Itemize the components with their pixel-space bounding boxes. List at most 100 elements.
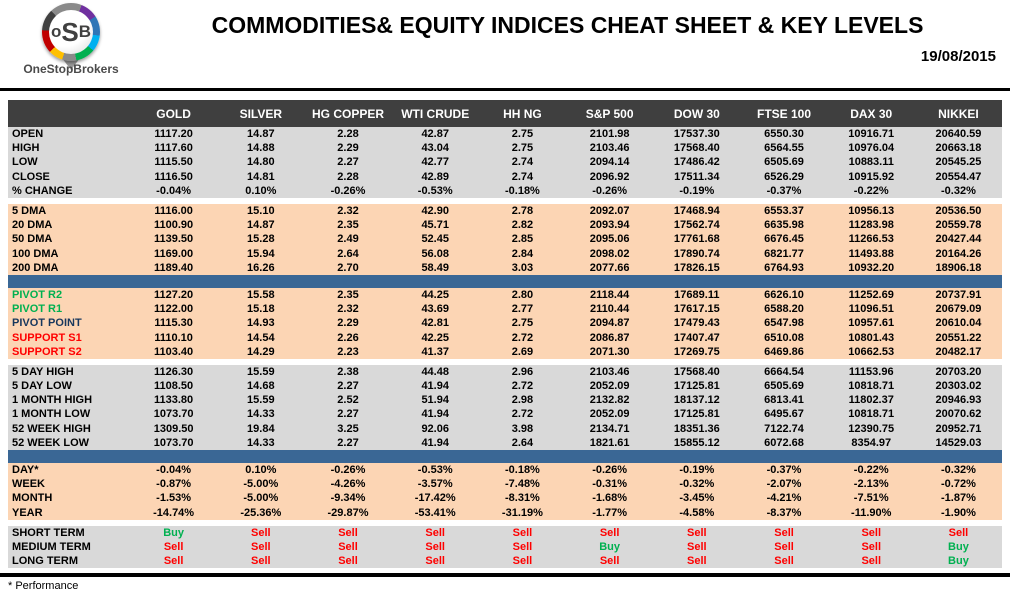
value-cell: 2.69 <box>511 345 534 358</box>
value-cell: 1122.00 <box>154 303 194 316</box>
value-cell: -17.42% <box>414 492 456 505</box>
section-highs-lows: 5 DAY HIGH 1126.30 15.59 2.38 44.48 2.96 2103.… <box>8 364 1002 450</box>
value-cell: 15.59 <box>247 365 275 378</box>
signal-cell: Sell <box>512 526 533 539</box>
value-cell: 17826.15 <box>673 261 720 274</box>
section-separator <box>8 449 1002 463</box>
value-cell: 2.96 <box>511 365 534 378</box>
value-cell: 42.89 <box>421 170 449 183</box>
value-cell: 15.94 <box>247 247 275 260</box>
signal-cell: Sell <box>338 555 358 568</box>
table-row: 52 WEEK HIGH 1309.50 19.84 3.25 92.06 3.98 213… <box>8 422 1002 436</box>
row-label: OPEN <box>12 128 44 141</box>
value-cell: 2.35 <box>337 288 359 301</box>
value-cell: 42.87 <box>421 128 449 141</box>
column-header: GOLD <box>156 106 191 121</box>
value-cell: 11153.96 <box>848 365 894 378</box>
signal-cell: Sell <box>861 526 882 539</box>
signal-cell: Sell <box>861 555 882 568</box>
report-date: 19/08/2015 <box>920 48 996 65</box>
value-cell: 17562.74 <box>673 219 720 232</box>
value-cell: 20554.47 <box>935 170 982 183</box>
value-cell: -25.36% <box>240 506 282 519</box>
value-cell: 17269.75 <box>673 345 720 358</box>
value-cell: -14.74% <box>153 506 195 519</box>
value-cell: 1110.10 <box>154 331 193 344</box>
value-cell: 15.59 <box>247 394 275 407</box>
value-cell: 2.23 <box>337 345 359 358</box>
value-cell: 6764.93 <box>764 261 804 274</box>
value-cell: -29.87% <box>327 506 369 519</box>
value-cell: 1073.70 <box>153 408 194 421</box>
table-row: PIVOT POINT 1115.30 14.93 2.29 42.81 2.75 2094… <box>8 316 1002 330</box>
table-row: DAY* -0.04% 0.10% -0.26% -0.53% -0.18% -0.26% -… <box>8 463 1002 477</box>
table-row: WEEK -0.87% -5.00% -4.26% -3.57% -7.48% -0.31%… <box>8 477 1002 491</box>
value-cell: 20427.44 <box>935 233 982 246</box>
value-cell: 10801.43 <box>848 331 895 344</box>
value-cell: 14.87 <box>247 128 275 141</box>
value-cell: 2.28 <box>337 128 359 141</box>
value-cell: 20559.78 <box>935 219 982 232</box>
value-cell: 18906.18 <box>935 261 982 274</box>
value-cell: 11096.51 <box>848 303 894 316</box>
logo-pin-icon <box>62 58 80 70</box>
column-header: HG COPPER <box>312 106 385 121</box>
value-cell: 2103.46 <box>589 365 630 378</box>
value-cell: -0.32% <box>941 184 976 197</box>
value-cell: 11266.53 <box>848 233 894 246</box>
signal-cell: Sell <box>251 526 271 539</box>
value-cell: 19.84 <box>247 422 275 435</box>
value-cell: 17511.34 <box>674 170 720 183</box>
value-cell: 42.77 <box>421 156 449 169</box>
column-header: WTI CRUDE <box>401 106 470 121</box>
signal-cell: Sell <box>425 540 445 553</box>
value-cell: 1116.50 <box>154 170 193 183</box>
signal-cell: Sell <box>948 526 969 539</box>
value-cell: 11283.98 <box>848 219 894 232</box>
value-cell: 2.78 <box>511 205 534 218</box>
value-cell: 2.74 <box>511 156 534 169</box>
signal-cell: Sell <box>861 540 882 553</box>
value-cell: -0.04% <box>156 464 192 477</box>
signal-cell: Sell <box>687 555 707 568</box>
value-cell: 14.29 <box>247 345 275 358</box>
row-label: 20 DMA <box>12 219 53 232</box>
value-cell: 1116.00 <box>154 205 193 218</box>
signal-cell: Sell <box>687 526 707 539</box>
value-cell: 2086.87 <box>589 331 630 344</box>
value-cell: 2098.02 <box>589 247 630 260</box>
value-cell: 17761.68 <box>673 233 720 246</box>
value-cell: 1309.50 <box>153 422 194 435</box>
table-row: YEAR -14.74% -25.36% -29.87% -53.41% -31.19% -… <box>8 506 1002 520</box>
value-cell: 3.98 <box>511 422 534 435</box>
row-label: 52 WEEK HIGH <box>12 422 91 435</box>
row-label: PIVOT R2 <box>12 288 63 301</box>
signal-cell: Sell <box>163 540 184 553</box>
row-label: 50 DMA <box>12 233 53 246</box>
value-cell: 10916.71 <box>848 128 895 141</box>
signal-cell: Sell <box>338 540 358 553</box>
signal-cell: Sell <box>599 555 620 568</box>
value-cell: 41.37 <box>421 345 449 358</box>
value-cell: 41.94 <box>421 380 449 393</box>
value-cell: 10915.92 <box>848 170 895 183</box>
value-cell: 17568.40 <box>673 365 720 378</box>
footnote: * Performance <box>8 580 79 593</box>
value-cell: 12390.75 <box>848 422 895 435</box>
column-header: HH NG <box>503 106 542 121</box>
value-cell: 92.06 <box>421 422 449 435</box>
value-cell: 6564.55 <box>764 142 804 155</box>
value-cell: 2.75 <box>511 317 534 330</box>
value-cell: -0.32% <box>679 478 715 491</box>
value-cell: 2077.66 <box>589 261 630 274</box>
column-header: FTSE 100 <box>757 106 812 121</box>
signal-cell: Sell <box>338 526 358 539</box>
value-cell: 58.49 <box>421 261 449 274</box>
value-cell: -0.37% <box>766 184 802 197</box>
signal-cell: Sell <box>599 526 620 539</box>
value-cell: -0.32% <box>941 464 976 477</box>
value-cell: -0.19% <box>679 184 715 197</box>
value-cell: 6510.08 <box>764 331 804 344</box>
